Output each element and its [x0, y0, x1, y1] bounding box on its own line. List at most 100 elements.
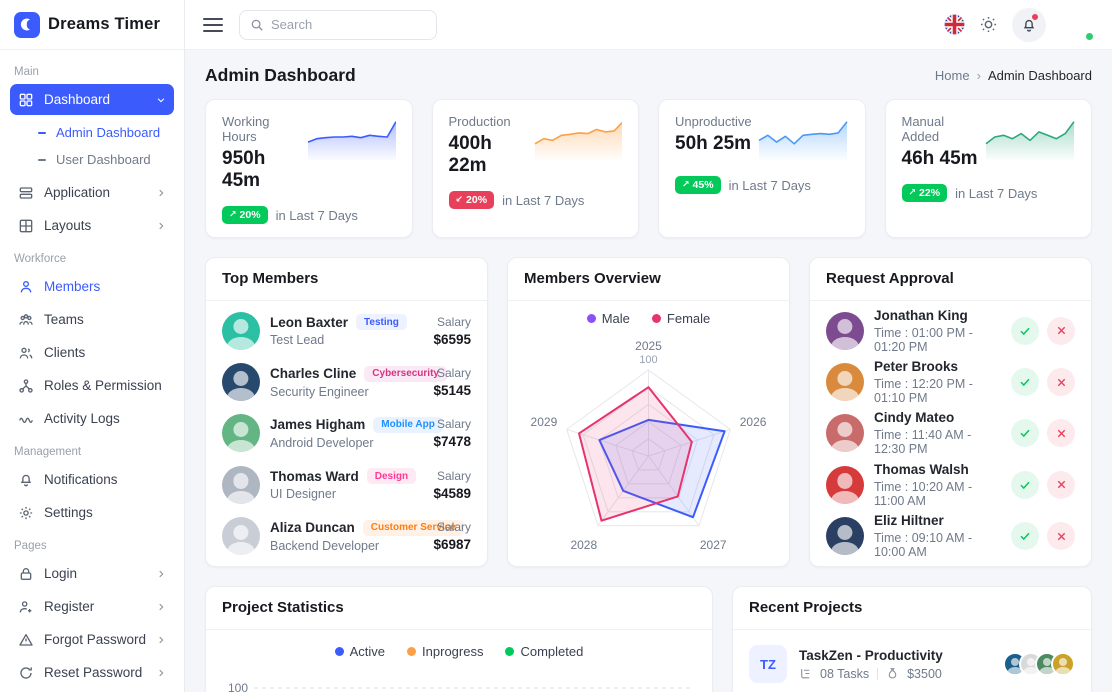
sub-item-label: User Dashboard: [56, 152, 151, 167]
card-title: Request Approval: [826, 270, 954, 287]
avatar: [222, 363, 260, 402]
legend-active: Active: [334, 644, 385, 659]
legend-female: Female: [651, 311, 710, 326]
nav-section-pages: Pages: [14, 540, 47, 552]
chevron-right-icon: [156, 635, 166, 645]
sidebar-item-label: Reset Password: [44, 665, 143, 680]
logo[interactable]: Dreams Timer: [0, 0, 184, 50]
list-item[interactable]: Aliza Duncan Customer Service Backend De…: [222, 517, 471, 556]
svg-text:100: 100: [639, 354, 657, 366]
legend-male: Male: [586, 311, 630, 326]
approve-button[interactable]: [1011, 419, 1039, 448]
reject-button[interactable]: [1047, 419, 1075, 448]
logo-icon: [14, 11, 40, 38]
approve-button[interactable]: [1011, 470, 1039, 499]
list-item[interactable]: James Higham Mobile App Android Develope…: [222, 414, 471, 453]
sidebar-item-clients[interactable]: Clients: [10, 337, 174, 368]
stat-period: in Last 7 Days: [728, 177, 811, 193]
sidebar-item-dashboard[interactable]: Dashboard: [10, 84, 174, 115]
sidebar-item-register[interactable]: Register: [10, 591, 174, 622]
search-input[interactable]: [271, 17, 411, 32]
stat-period: in Last 7 Days: [275, 207, 358, 223]
sidebar-item-teams[interactable]: Teams: [10, 304, 174, 335]
sidebar-item-login[interactable]: Login: [10, 558, 174, 589]
members-overview-card: Members Overview Male Female 2025 2026 202…: [507, 257, 790, 567]
svg-text:100: 100: [228, 681, 248, 692]
roles-hierarchy-icon: [18, 377, 35, 394]
stat-value: 50h 25m: [675, 133, 752, 154]
sidebar-item-members[interactable]: Members: [10, 271, 174, 302]
breadcrumb-current: Admin Dashboard: [987, 68, 1092, 83]
legend-inprogress-dot: [407, 647, 417, 656]
tasks-icon: [799, 667, 812, 680]
change-badge: ↗ 22%: [901, 184, 948, 202]
sidebar-item-application[interactable]: Application: [10, 177, 174, 208]
sidebar-item-roles-permission[interactable]: Roles & Permission: [10, 370, 174, 401]
dashboard-subnav: Admin Dashboard User Dashboard: [10, 117, 174, 177]
list-item: Peter Brooks Time : 12:20 PM - 01:10 PM: [826, 359, 1075, 405]
sidebar-item-layouts[interactable]: Layouts: [10, 210, 174, 241]
requester-name: Peter Brooks: [874, 359, 959, 375]
bell-icon: [18, 471, 35, 488]
menu-toggle-icon[interactable]: [203, 17, 223, 32]
sidebar-item-notifications[interactable]: Notifications: [10, 464, 174, 495]
members-icon: [18, 278, 35, 295]
salary-label: Salary: [436, 417, 471, 432]
salary-value: $4589: [433, 485, 471, 501]
sidebar-item-activity-logs[interactable]: Activity Logs: [10, 403, 174, 434]
list-item[interactable]: TZ TaskZen - Productivity 08 Tasks $3500: [749, 632, 1075, 692]
approve-button[interactable]: [1011, 316, 1039, 345]
radar-chart: 2025 2026 2027 2028 2029 100: [531, 339, 767, 552]
stat-value: 46h 45m: [901, 148, 978, 169]
list-item[interactable]: Charles Cline Cybersecurity Security Eng…: [222, 363, 471, 402]
stat-card-manual-added: Manual Added 46h 45m ↗ 22% in Last 7 Days: [884, 99, 1092, 238]
theme-toggle-sun-icon[interactable]: [979, 15, 998, 34]
request-time: Time : 12:20 PM - 01:10 PM: [874, 377, 973, 406]
money-bag-icon: [886, 667, 899, 680]
nav-section-main: Main: [14, 66, 39, 78]
warning-triangle-icon: [18, 631, 35, 648]
sidebar-item-settings[interactable]: Settings: [10, 497, 174, 528]
list-item[interactable]: Leon Baxter Testing Test Lead Salary $65…: [222, 311, 471, 350]
card-title: Top Members: [222, 270, 319, 287]
member-tag-badge: Design: [366, 468, 417, 485]
project-avatar-stack: [1003, 652, 1075, 676]
sidebar-item-forgot-password[interactable]: Forgot Password: [10, 624, 174, 655]
svg-text:2027: 2027: [700, 538, 727, 552]
teams-icon: [18, 311, 35, 328]
request-time: Time : 11:40 AM - 12:30 PM: [874, 428, 972, 457]
avatar: [222, 517, 260, 556]
sparkline-chart: [534, 121, 622, 160]
card-title: Members Overview: [524, 270, 661, 287]
request-time: Time : 09:10 AM - 10:00 AM: [874, 531, 973, 560]
reject-button[interactable]: [1047, 522, 1075, 551]
page-title: Admin Dashboard: [205, 65, 356, 85]
change-badge: ↗ 20%: [222, 206, 268, 224]
stat-card-working-hours: Working Hours 950h 45m ↗ 20% in Last 7 Da…: [205, 99, 413, 238]
sidebar-item-user-dashboard[interactable]: User Dashboard: [10, 146, 174, 173]
list-item[interactable]: Thomas Ward Design UI Designer Salary $4…: [222, 465, 471, 504]
language-flag-icon[interactable]: [944, 14, 965, 35]
reject-button[interactable]: [1047, 470, 1075, 499]
member-name: Thomas Ward: [270, 468, 359, 484]
avatar: [826, 517, 864, 556]
breadcrumb-home[interactable]: Home: [934, 68, 970, 83]
request-approval-card: Request Approval Jonathan King Time : 01…: [809, 257, 1092, 567]
page-header: Admin Dashboard Home › Admin Dashboard: [205, 50, 1092, 99]
notifications-bell-icon[interactable]: [1012, 7, 1046, 42]
nav-section-management: Management: [14, 446, 82, 458]
approve-button[interactable]: [1011, 368, 1039, 397]
reject-button[interactable]: [1047, 368, 1075, 397]
trend-arrow-icon: ↗: [908, 188, 917, 198]
approve-button[interactable]: [1011, 522, 1039, 551]
sidebar-item-label: Register: [44, 599, 95, 614]
list-item: Thomas Walsh Time : 10:20 AM - 11:00 AM: [826, 462, 1075, 508]
sidebar-item-reset-password[interactable]: Reset Password: [10, 657, 174, 688]
sidebar-item-admin-dashboard[interactable]: Admin Dashboard: [10, 119, 174, 146]
clients-icon: [18, 344, 35, 361]
svg-text:2025: 2025: [635, 339, 662, 353]
reject-button[interactable]: [1047, 316, 1075, 345]
chevron-right-icon: [156, 602, 166, 612]
search-box[interactable]: [239, 9, 437, 40]
user-avatar[interactable]: [1060, 8, 1094, 42]
